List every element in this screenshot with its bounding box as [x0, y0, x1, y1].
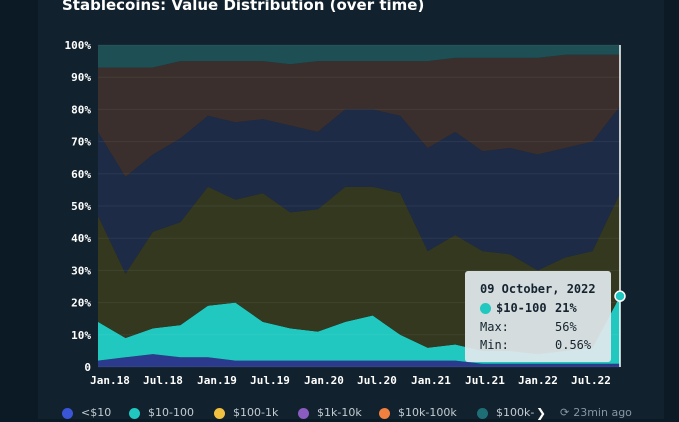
legend-dot-1k-10k — [298, 408, 309, 419]
y-tick-label: 50% — [71, 200, 91, 213]
legend-label-10-100: $10-100 — [148, 406, 194, 419]
area-series-0[interactable] — [98, 354, 620, 367]
x-tick-label: Jan.20 — [304, 374, 344, 387]
y-tick-label: 40% — [71, 232, 91, 245]
chevron-right-icon[interactable]: ❯ — [536, 406, 547, 420]
refresh-icon: ⟳ — [560, 406, 570, 419]
x-tick-label: Jul.20 — [357, 374, 397, 387]
legend-label-10k-100k: $10k-100k — [398, 406, 457, 419]
y-tick-label: 10% — [71, 329, 91, 342]
y-tick-label: 30% — [71, 264, 91, 277]
x-axis: Jan.18 Jul.18 Jan.19 Jul.19 Jan.20 Jul.20 Jan.… — [90, 374, 611, 387]
x-tick-label: Jan.21 — [411, 374, 451, 387]
x-tick-label: Jan.18 — [90, 374, 130, 387]
legend-label-100k: $100k- — [496, 406, 535, 419]
tooltip-max-value: 56% — [555, 320, 577, 334]
y-axis: 0 10% 20% 30% 40% 50% 60% 70% 80% 90% 100% — [65, 39, 92, 374]
legend-dot-100k — [477, 408, 488, 419]
x-tick-label: Jan.22 — [518, 374, 558, 387]
y-tick-label: 100% — [65, 39, 92, 52]
legend-label-lt10: <$10 — [81, 406, 112, 419]
area-series-4[interactable] — [98, 54, 620, 178]
area-series-1[interactable] — [98, 296, 620, 364]
legend-dot-lt10 — [62, 408, 73, 419]
tooltip-series-name: $10-100 — [496, 301, 547, 315]
x-tick-label: Jul.22 — [571, 374, 611, 387]
tooltip-series-dot — [480, 303, 491, 314]
tooltip-date: 09 October, 2022 — [480, 282, 596, 296]
y-tick-label: 0 — [84, 361, 91, 374]
legend-dot-10k-100k — [379, 408, 390, 419]
hover-cursor-dot — [614, 290, 626, 302]
legend-label-100-1k: $100-1k — [233, 406, 279, 419]
x-tick-label: Jan.19 — [197, 374, 237, 387]
y-tick-label: 20% — [71, 297, 91, 310]
tooltip-series-value: 21% — [555, 301, 577, 315]
last-updated-text: 23min ago — [573, 406, 632, 419]
legend-dot-100-1k — [214, 408, 225, 419]
legend-label-1k-10k: $1k-10k — [317, 406, 362, 419]
area-series-5[interactable] — [98, 45, 620, 68]
last-updated: ⟳ 23min ago — [560, 406, 632, 419]
chart-tooltip: 09 October, 2022 $10-100 21% Max: 56% Mi… — [465, 271, 611, 362]
tooltip-min-value: 0.56% — [555, 338, 592, 352]
x-tick-label: Jul.19 — [250, 374, 290, 387]
x-tick-label: Jul.21 — [465, 374, 505, 387]
area-series-3[interactable] — [98, 106, 620, 274]
tooltip-min-label: Min: — [480, 338, 509, 352]
y-tick-label: 70% — [71, 136, 91, 149]
x-tick-label: Jul.18 — [143, 374, 183, 387]
y-tick-label: 60% — [71, 168, 91, 181]
y-tick-label: 90% — [71, 71, 91, 84]
legend-dot-10-100 — [129, 408, 140, 419]
tooltip-max-label: Max: — [480, 320, 509, 334]
y-tick-label: 80% — [71, 103, 91, 116]
chart-title: Stablecoins: Value Distribution (over ti… — [62, 0, 425, 14]
